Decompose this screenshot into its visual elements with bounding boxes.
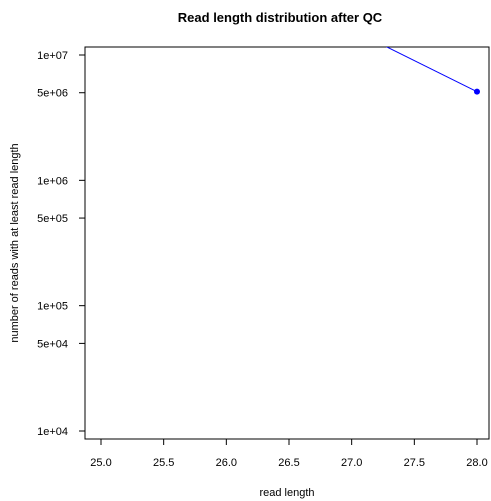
y-tick-label: 1e+07 xyxy=(37,50,68,62)
x-axis: 25.0 25.5 26.0 26.5 27.0 27.5 28.0 xyxy=(90,438,488,469)
y-tick-label: 5e+05 xyxy=(37,213,68,225)
x-tick-label: 25.5 xyxy=(153,457,174,469)
y-axis: 1e+04 5e+04 1e+05 5e+05 1e+06 5e+06 1e+07 xyxy=(37,50,86,438)
data-point xyxy=(474,88,480,95)
y-tick-label: 1e+06 xyxy=(37,175,68,187)
x-tick-label: 25.0 xyxy=(90,457,111,469)
series-layer xyxy=(385,47,480,95)
chart-title: Read length distribution after QC xyxy=(178,10,383,25)
y-tick-label: 1e+05 xyxy=(37,301,68,313)
series-line xyxy=(385,47,478,93)
x-tick-label: 27.0 xyxy=(341,457,362,469)
plot-area xyxy=(84,46,490,440)
y-tick-label: 5e+04 xyxy=(37,338,68,350)
y-tick-label: 1e+04 xyxy=(37,426,68,438)
y-tick-label: 5e+06 xyxy=(37,88,68,100)
x-tick-label: 26.5 xyxy=(278,457,299,469)
x-tick-label: 27.5 xyxy=(404,457,425,469)
x-tick-label: 28.0 xyxy=(466,457,487,469)
x-axis-label: read length xyxy=(259,487,314,499)
x-tick-label: 26.0 xyxy=(216,457,237,469)
y-axis-label: number of reads with at least read lengt… xyxy=(9,143,21,342)
